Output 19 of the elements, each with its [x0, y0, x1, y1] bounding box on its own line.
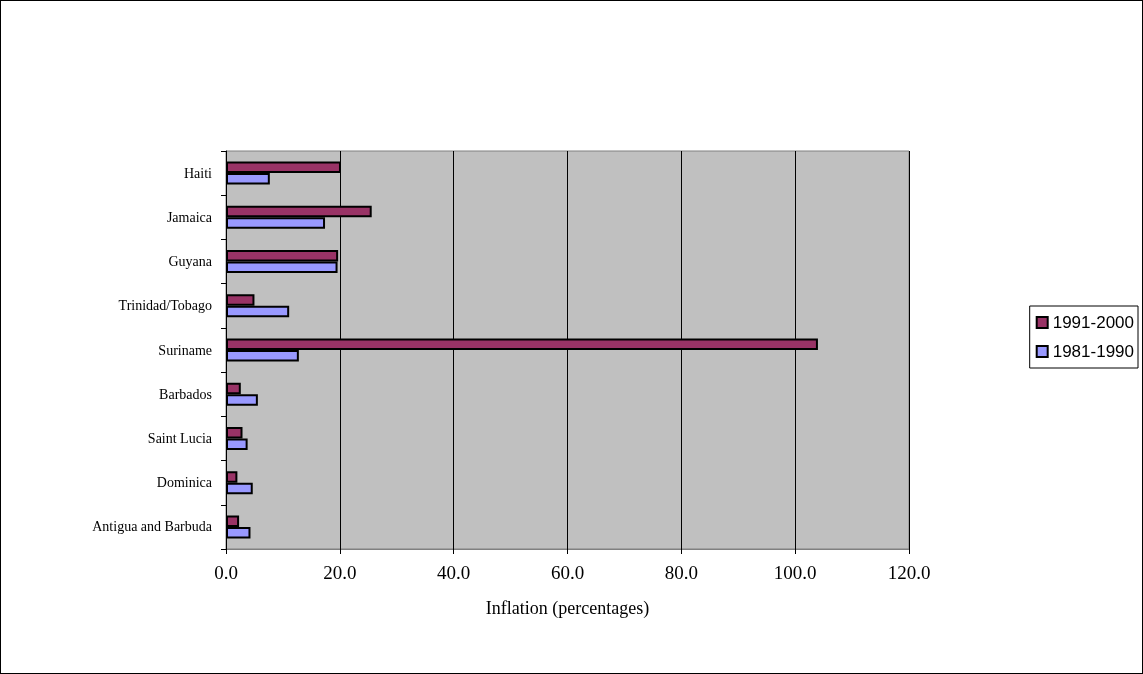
x-tick-label: 0.0: [214, 562, 238, 583]
x-tick-label: 80.0: [664, 562, 698, 583]
y-tick-label: Jamaica: [166, 209, 213, 225]
y-tick-label: Saint Lucia: [147, 430, 213, 446]
y-tick-label: Barbados: [159, 386, 212, 402]
x-tick-label: 20.0: [323, 562, 357, 583]
y-tick-label: Suriname: [158, 342, 212, 358]
legend-label: 1981-1990: [1052, 342, 1135, 361]
y-tick-label: Dominica: [156, 475, 213, 491]
x-tick-label: 100.0: [773, 562, 817, 583]
legend-label: 1991-2000: [1052, 313, 1135, 332]
x-tick-label: 40.0: [437, 562, 471, 583]
x-tick-label: 60.0: [550, 562, 585, 583]
x-tick-label: 120.0: [887, 562, 931, 583]
y-tick-label: Guyana: [168, 254, 213, 270]
x-axis-title: Inflation (percentages): [485, 598, 650, 619]
y-tick-label: Haiti: [184, 165, 213, 181]
y-tick-label: Trinidad/Tobago: [118, 298, 212, 314]
y-tick-label: Antigua and Barbuda: [92, 519, 213, 535]
